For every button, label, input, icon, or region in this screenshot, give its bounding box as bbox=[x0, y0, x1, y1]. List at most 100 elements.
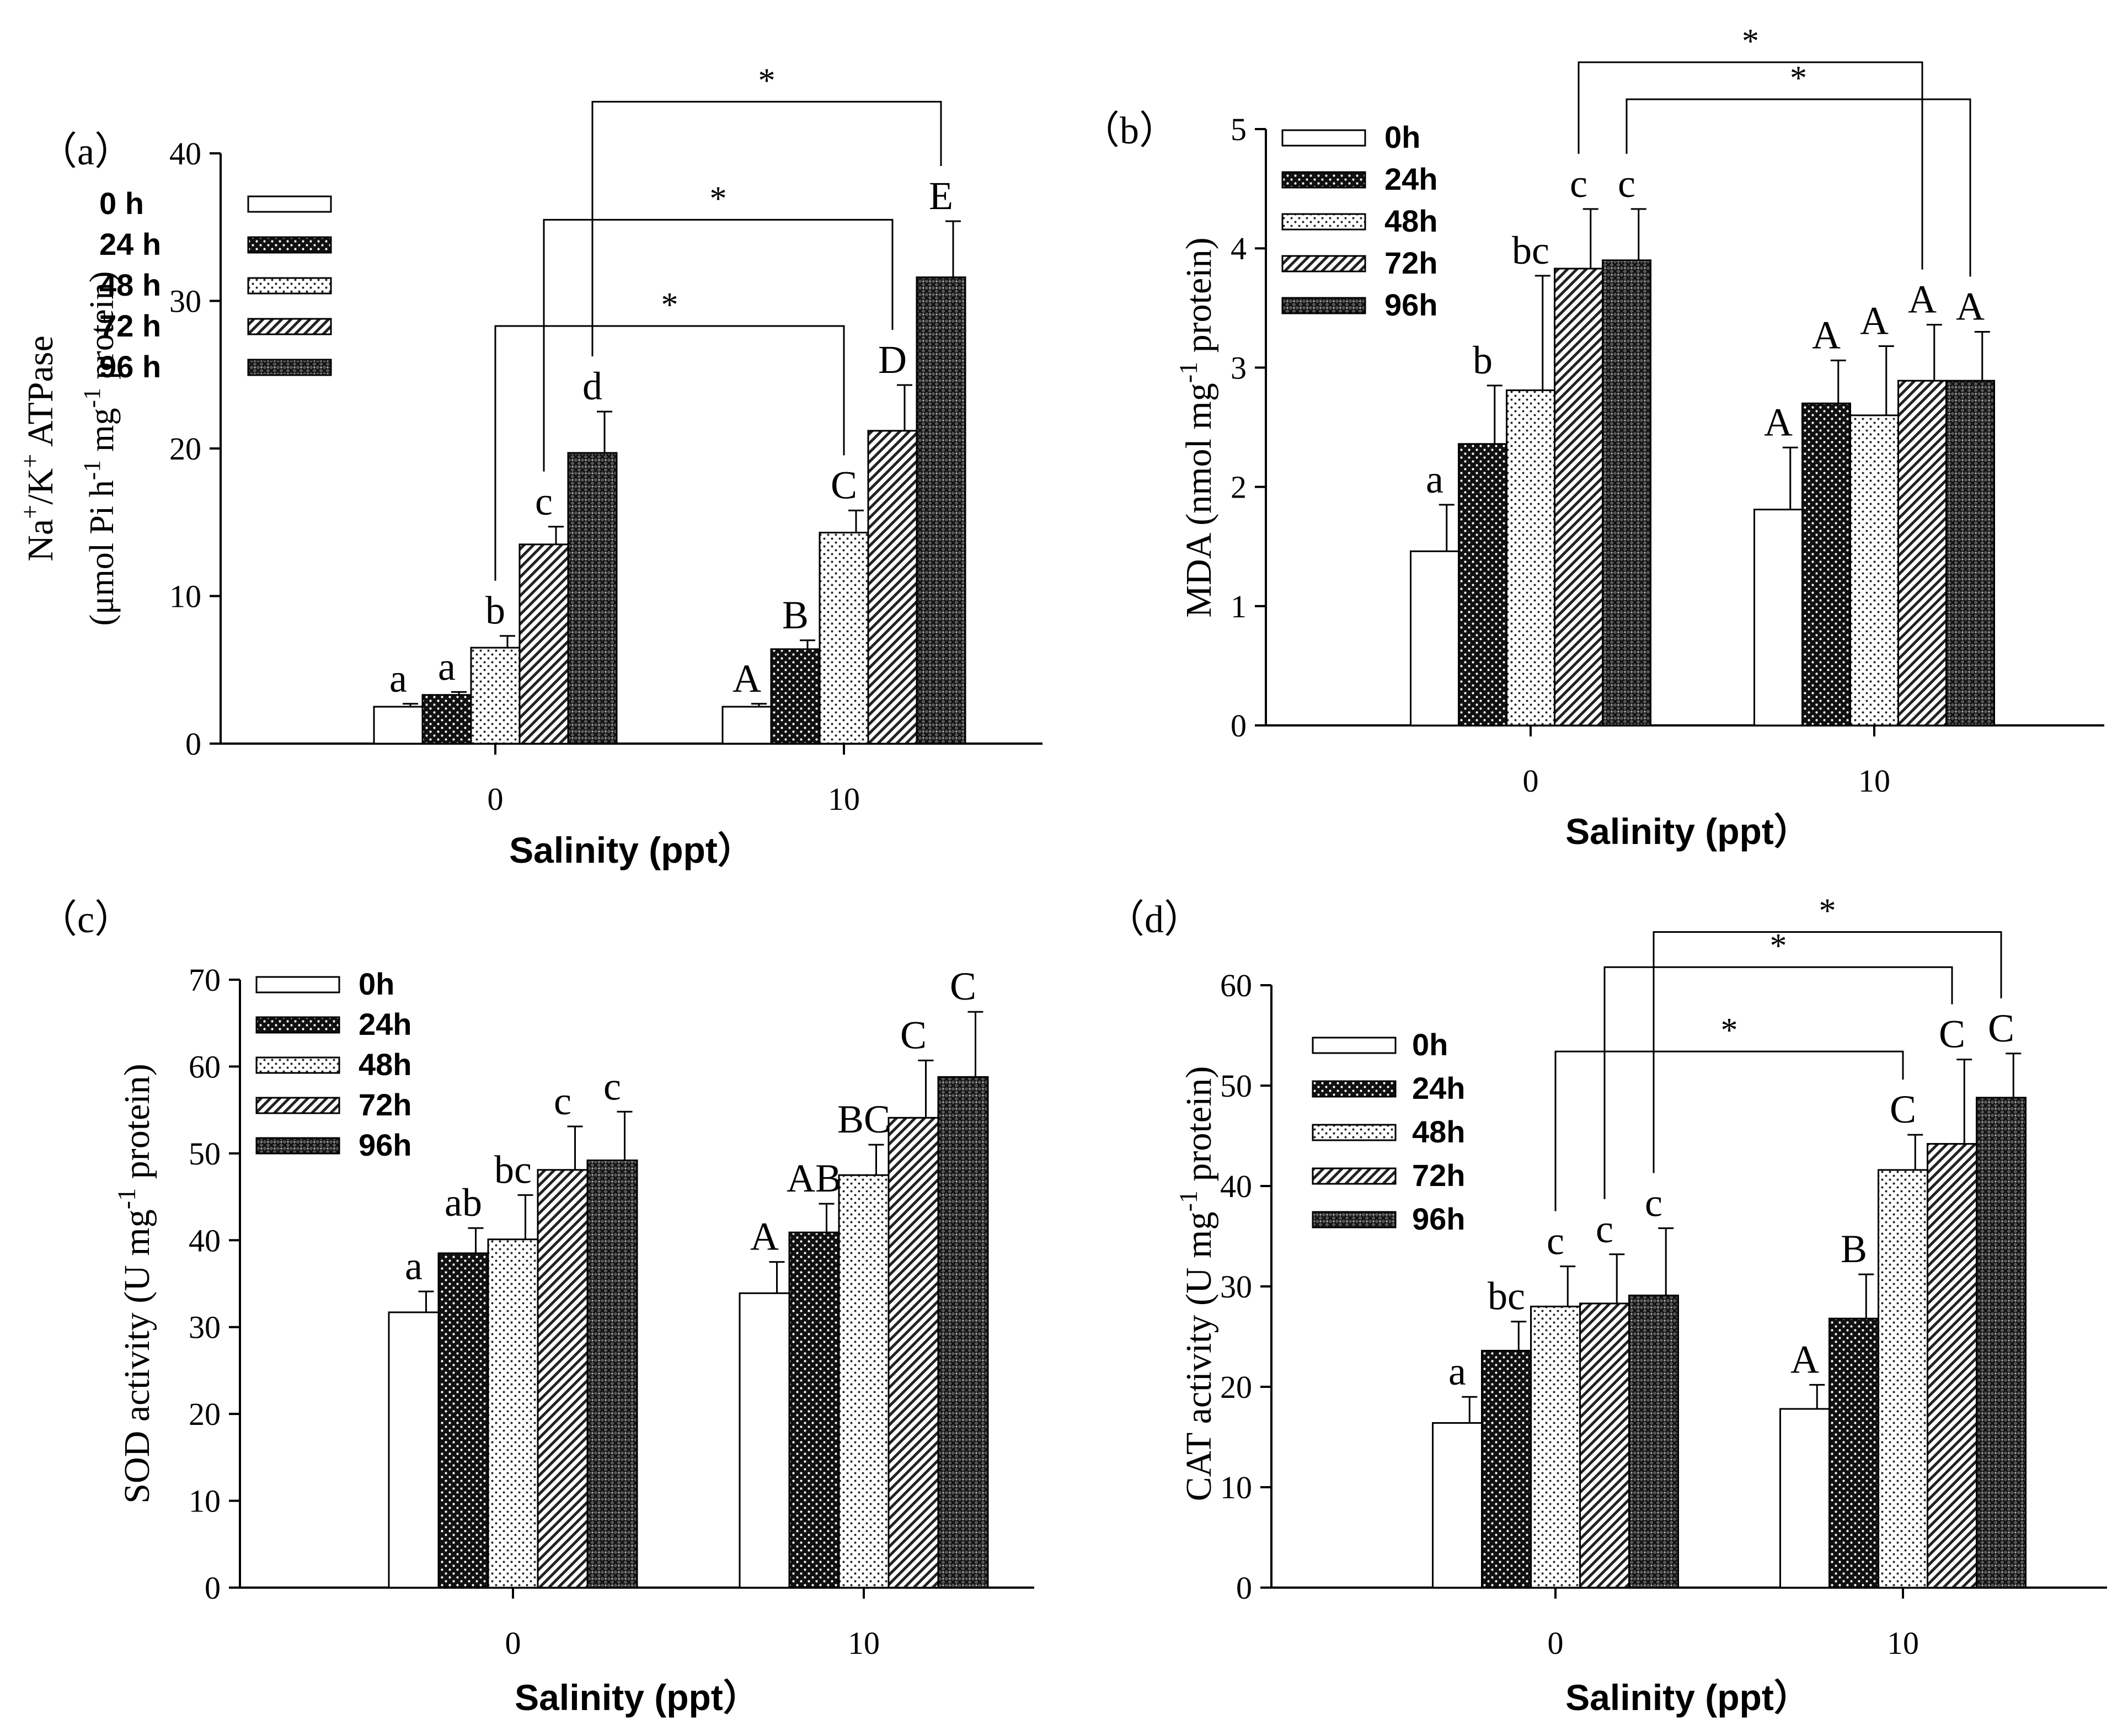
significance-letter: c bbox=[603, 1064, 621, 1108]
legend-label: 48 h bbox=[99, 268, 161, 302]
bar bbox=[1801, 402, 1851, 727]
significance-letter: A bbox=[732, 656, 761, 701]
panel-label: （d） bbox=[1106, 899, 1202, 941]
legend-label: 96h bbox=[1384, 287, 1438, 322]
significance-star: * bbox=[1790, 60, 1807, 97]
significance-bracket bbox=[1626, 98, 1971, 277]
bar bbox=[1945, 380, 1995, 727]
significance-letter: c bbox=[1547, 1219, 1564, 1263]
y-tick-label: 3 bbox=[1231, 350, 1247, 386]
x-axis-label: Salinity (ppt） bbox=[509, 830, 754, 870]
y-tick-label: 0 bbox=[1231, 708, 1247, 744]
legend-swatch bbox=[1281, 297, 1366, 314]
significance-letter: B bbox=[782, 593, 809, 637]
y-tick-label: 60 bbox=[1220, 968, 1252, 1003]
y-axis-label: Na+/K+ ATPase bbox=[16, 335, 61, 562]
significance-letter: a bbox=[389, 656, 407, 701]
x-tick-label: 0 bbox=[1523, 763, 1539, 799]
y-tick-label: 70 bbox=[189, 962, 221, 998]
bar bbox=[867, 430, 918, 745]
chart-panel-c: （c） 0 10 20 30 40 50 60 70 0 10 Salinity (ppt） SOD a… bbox=[39, 899, 1034, 1718]
y-tick-label: 40 bbox=[189, 1222, 221, 1258]
significance-letter: ab bbox=[445, 1181, 482, 1225]
bar bbox=[537, 1169, 589, 1589]
significance-letter: bc bbox=[1488, 1274, 1525, 1318]
y-tick-label: 30 bbox=[189, 1310, 221, 1345]
significance-letter: C bbox=[831, 463, 857, 507]
significance-letter: E bbox=[929, 174, 953, 218]
bar bbox=[1481, 1349, 1532, 1589]
significance-bracket bbox=[543, 218, 894, 472]
chart-panel-d: （d） 0 10 20 30 40 50 60 0 10 Salinity (ppt） CAT act… bbox=[1106, 893, 2107, 1718]
bar bbox=[1828, 1317, 1879, 1589]
y-tick-label: 5 bbox=[1231, 111, 1247, 147]
significance-letter: b bbox=[1473, 338, 1493, 382]
bar bbox=[487, 1238, 539, 1589]
legend-swatch bbox=[247, 318, 332, 335]
x-axis-label: Salinity (ppt） bbox=[1565, 811, 1810, 852]
bar bbox=[1628, 1294, 1679, 1589]
significance-star: * bbox=[1721, 1012, 1738, 1049]
legend-swatch bbox=[1312, 1124, 1397, 1141]
y-tick-label: 10 bbox=[169, 579, 201, 615]
significance-letter: a bbox=[438, 644, 456, 688]
significance-letter: A bbox=[1764, 400, 1793, 444]
significance-letter: D bbox=[878, 338, 907, 382]
significance-bracket bbox=[591, 100, 942, 357]
y-tick-label: 1 bbox=[1231, 589, 1247, 624]
significance-star: * bbox=[1819, 893, 1836, 930]
bar bbox=[916, 276, 966, 745]
bar bbox=[388, 1311, 440, 1589]
y-tick-label: 10 bbox=[1220, 1470, 1252, 1505]
significance-star: * bbox=[661, 286, 678, 324]
legend-label: 0h bbox=[1384, 120, 1420, 154]
legend-label: 24h bbox=[1412, 1071, 1466, 1105]
bar bbox=[373, 706, 424, 745]
bar bbox=[721, 706, 772, 745]
legend-swatch bbox=[247, 359, 332, 376]
y-tick-label: 20 bbox=[189, 1396, 221, 1432]
bar bbox=[1579, 1302, 1630, 1589]
bar bbox=[518, 543, 569, 745]
y-tick-label: 30 bbox=[1220, 1269, 1252, 1305]
significance-letter: A bbox=[750, 1215, 779, 1259]
y-tick-label: 0 bbox=[185, 726, 201, 762]
significance-letter: A bbox=[1908, 277, 1937, 322]
significance-star: * bbox=[1742, 23, 1759, 60]
significance-letter: BC bbox=[837, 1097, 890, 1141]
significance-bracket bbox=[1653, 931, 2002, 1173]
panel-label: （c） bbox=[39, 899, 133, 941]
legend-swatch bbox=[247, 236, 332, 254]
bar bbox=[421, 694, 472, 745]
x-tick-label: 10 bbox=[1887, 1625, 1919, 1661]
y-tick-label: 0 bbox=[1236, 1570, 1252, 1606]
bar bbox=[1897, 380, 1947, 727]
significance-letter: bc bbox=[494, 1147, 532, 1192]
significance-letter: a bbox=[405, 1244, 423, 1288]
chart-panel-a: （a） 0 10 20 30 40 0 10 Salinity (ppt） Na+/K+ ATPa… bbox=[16, 62, 1042, 870]
significance-star: * bbox=[710, 180, 727, 217]
y-tick-label: 40 bbox=[169, 136, 201, 172]
bar bbox=[1976, 1097, 2027, 1589]
legend-swatch bbox=[1312, 1167, 1397, 1185]
bar bbox=[1849, 414, 1899, 727]
legend-label: 72h bbox=[1412, 1158, 1466, 1193]
legend-swatch bbox=[1281, 129, 1366, 147]
significance-bracket bbox=[1578, 61, 1923, 270]
legend-label: 0 h bbox=[99, 186, 144, 221]
legend-swatch bbox=[255, 1016, 340, 1034]
bar bbox=[567, 452, 618, 745]
significance-letter: C bbox=[900, 1013, 927, 1057]
panel-label: （b） bbox=[1081, 110, 1178, 152]
y-tick-label: 50 bbox=[189, 1136, 221, 1172]
significance-letter: C bbox=[1939, 1012, 1965, 1056]
significance-letter: C bbox=[950, 964, 976, 1008]
legend-label: 0h bbox=[359, 966, 394, 1001]
significance-letter: c bbox=[1596, 1207, 1613, 1251]
legend-label: 72h bbox=[1384, 245, 1438, 280]
bar bbox=[1927, 1143, 1977, 1589]
significance-letter: A bbox=[1812, 313, 1841, 357]
y-tick-label: 60 bbox=[189, 1049, 221, 1085]
legend-label: 24h bbox=[1384, 162, 1438, 196]
y-axis-label-line2: (μmol Pi h-1 mg-1 protein) bbox=[79, 271, 121, 626]
